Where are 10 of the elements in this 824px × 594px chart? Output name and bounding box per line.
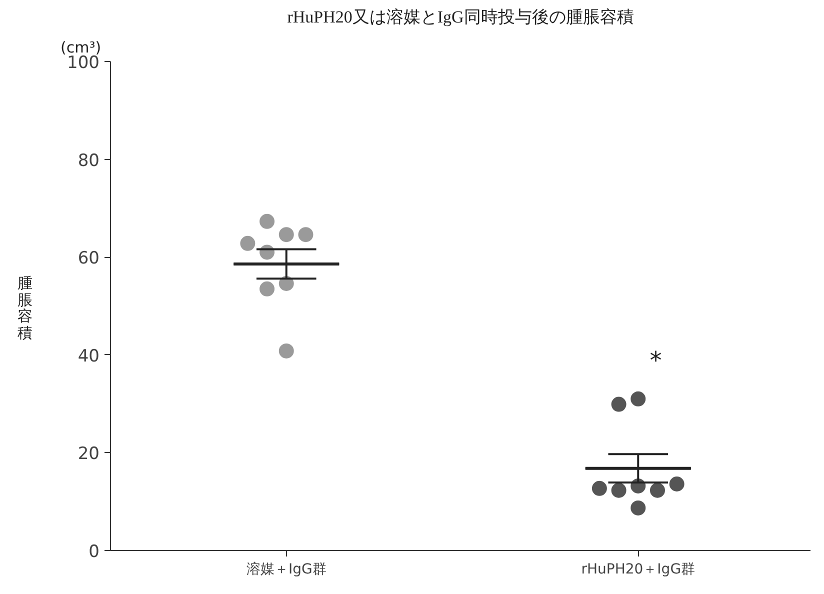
chart-title: rHuPH20又は溶媒とIgG同時投与後の腫脹容積	[287, 8, 634, 26]
y-tick-label: 40	[78, 346, 100, 366]
y-tick-label: 60	[78, 248, 100, 269]
x-tick-label: rHuPH20＋IgG群	[581, 562, 696, 578]
y-tick-label: 20	[78, 444, 100, 464]
y-tick-label: 80	[78, 150, 100, 171]
x-tick-label: 溶媒＋IgG群	[246, 562, 326, 578]
annotation: *	[650, 346, 662, 374]
y-tick-label: 0	[88, 542, 100, 562]
y-axis-title: 腫脹容積	[18, 274, 32, 342]
